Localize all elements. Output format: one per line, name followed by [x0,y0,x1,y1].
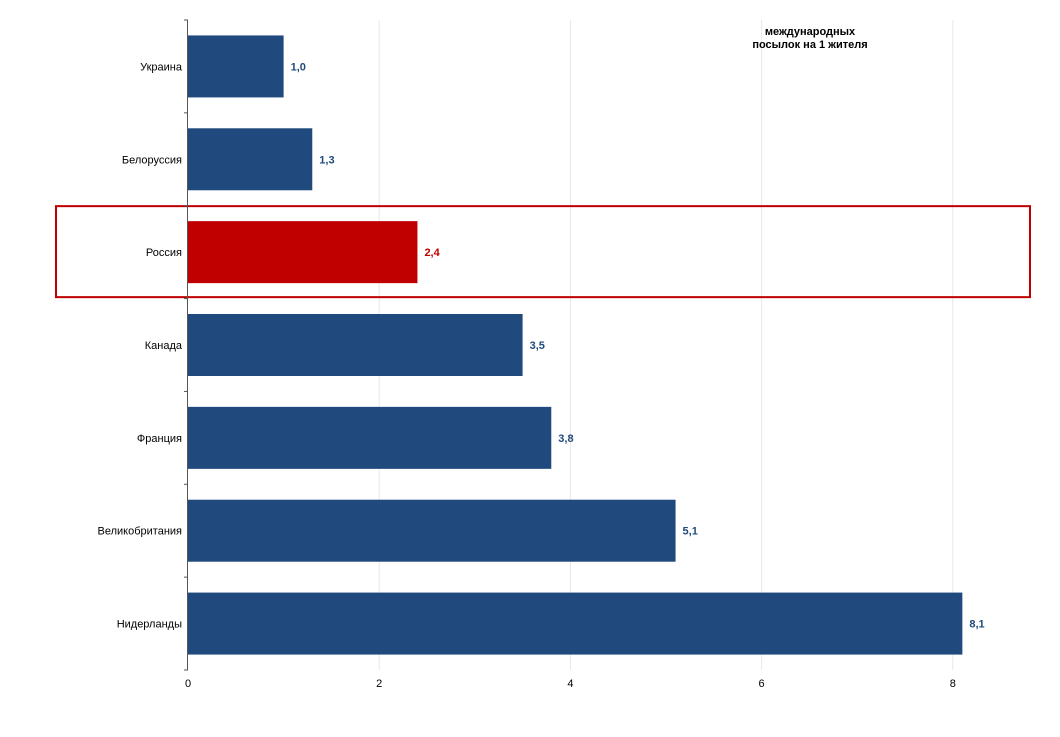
highlight-box [55,205,1031,299]
chart-annotation: международных посылок на 1 жителя [700,26,920,52]
x-tick-label: 2 [376,678,382,690]
bars-group [55,35,1031,655]
category-label: Франция [137,433,182,445]
category-label: Нидерланды [117,619,182,631]
bar [188,499,676,562]
value-label: 1,0 [291,61,306,73]
category-label: Великобритания [98,526,183,538]
category-label: Канада [145,340,183,352]
bar [188,221,418,284]
annotation-line-2: посылок на 1 жителя [752,39,868,51]
x-tick-label: 0 [185,678,191,690]
value-label: 3,5 [530,340,545,352]
x-tick-label: 6 [759,678,765,690]
category-label: Украина [140,61,183,73]
category-label: Россия [146,247,182,259]
labels-group: Украина 1,0 Белоруссия 1,3 Россия 2,4 Канада 3,… [98,61,985,690]
bar [188,128,313,191]
value-label: 1,3 [319,154,334,166]
value-label: 8,1 [969,619,984,631]
value-label: 3,8 [558,433,573,445]
bar [188,592,963,655]
axes-group [184,19,188,671]
bar [188,406,552,469]
annotation-line-1: международных [764,26,856,38]
value-label: 2,4 [424,247,440,259]
bar [188,35,284,98]
x-tick-label: 4 [567,678,573,690]
category-label: Белоруссия [122,154,182,166]
bar [188,314,523,376]
value-label: 5,1 [683,526,698,538]
x-tick-label: 8 [950,678,956,690]
